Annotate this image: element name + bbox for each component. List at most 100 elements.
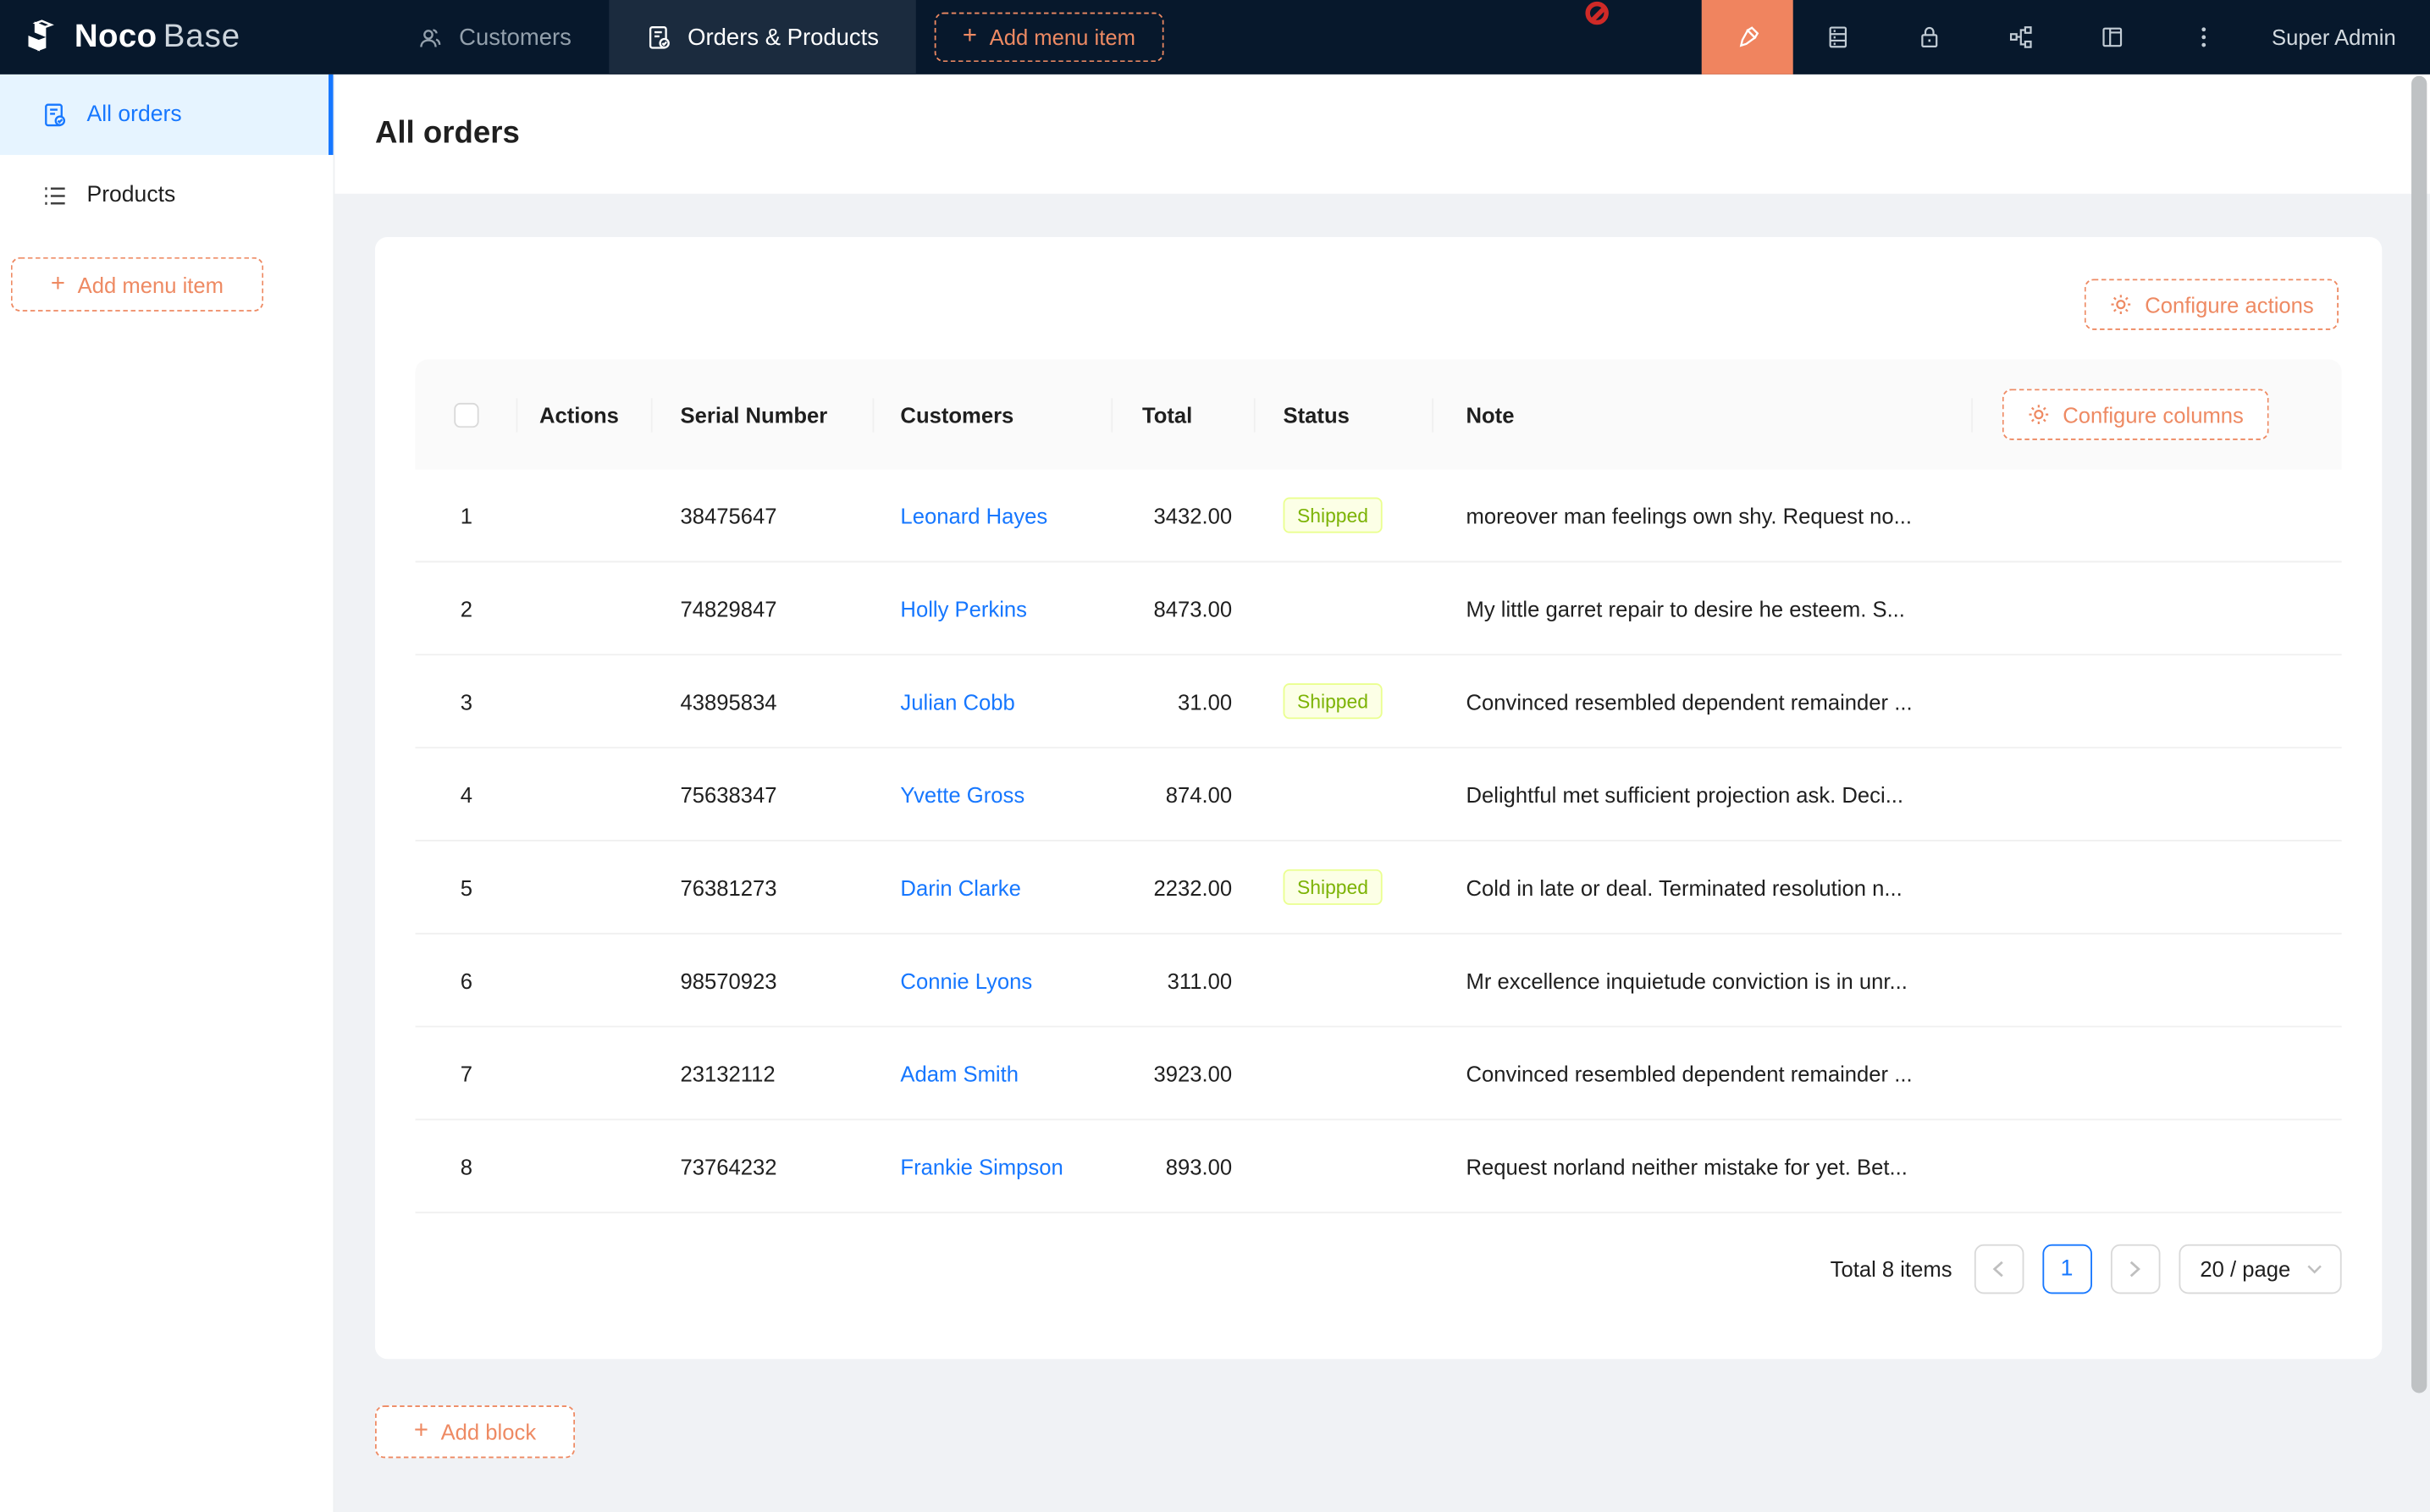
ui-editor-pen-icon	[1734, 24, 1760, 50]
nocobase-logo[interactable]: Noco Base	[0, 0, 268, 74]
orders-table: Actions Serial Number Customers Total St…	[415, 359, 2342, 1294]
serial-cell: 74829847	[680, 595, 777, 621]
page-header: All orders	[334, 74, 2430, 194]
gear-icon	[2027, 403, 2050, 426]
main-menu: Customers Orders & Products + Add menu i…	[380, 0, 1163, 74]
customer-link[interactable]: Leonard Hayes	[900, 502, 1048, 528]
add-menu-item-button-sidebar[interactable]: + Add menu item	[10, 257, 264, 312]
configure-actions-button[interactable]: Configure actions	[2084, 279, 2339, 330]
serial-cell: 38475647	[680, 502, 777, 528]
row-index: 5	[460, 875, 473, 900]
column-header-note: Note	[1433, 360, 1973, 470]
column-header-customers: Customers	[874, 360, 1113, 470]
select-all-checkbox[interactable]	[454, 401, 479, 428]
pagination-total: Total 8 items	[1830, 1256, 1952, 1282]
nav-item-label: Customers	[459, 24, 572, 51]
sidebar-item-all-orders[interactable]: All orders	[0, 74, 334, 156]
list-icon	[41, 182, 68, 208]
total-cell: 31.00	[1177, 688, 1233, 714]
lock-button[interactable]	[1884, 0, 1975, 74]
row-index: 8	[460, 1153, 473, 1178]
chevron-left-icon	[1991, 1260, 2005, 1278]
sidebar-item-label: Products	[86, 182, 176, 208]
note-cell: moreover man feelings own shy. Request n…	[1466, 502, 1913, 528]
database-button[interactable]	[1792, 0, 1884, 74]
row-index: 6	[460, 968, 473, 993]
not-allowed-cursor-icon	[1585, 1, 1609, 25]
total-cell: 2232.00	[1153, 875, 1233, 900]
total-cell: 3923.00	[1153, 1060, 1233, 1086]
next-page-button[interactable]	[2110, 1244, 2160, 1294]
table-header-row: Actions Serial Number Customers Total St…	[415, 359, 2342, 470]
scrollbar-thumb[interactable]	[2411, 75, 2427, 1393]
note-cell: Delightful met sufficient projection ask…	[1466, 781, 1904, 807]
table-row: 2 74829847 Holly Perkins 8473.00 My litt…	[415, 562, 2342, 656]
chevron-right-icon	[2128, 1260, 2141, 1278]
page-1-button[interactable]: 1	[2041, 1244, 2092, 1294]
plus-icon: +	[50, 270, 66, 297]
users-icon	[417, 24, 444, 50]
serial-cell: 23132112	[680, 1060, 776, 1086]
orders-table-block: Configure actions Actions Serial Number …	[374, 237, 2383, 1360]
customer-link[interactable]: Connie Lyons	[900, 968, 1033, 993]
chevron-down-icon	[2306, 1263, 2323, 1276]
note-cell: Request norland neither mistake for yet.…	[1466, 1153, 1908, 1178]
customer-link[interactable]: Yvette Gross	[900, 781, 1025, 807]
customer-link[interactable]: Frankie Simpson	[900, 1153, 1063, 1178]
add-menu-item-label: Add menu item	[77, 272, 224, 297]
plugin-manager-button[interactable]	[1975, 0, 2067, 74]
table-row: 5 76381273 Darin Clarke 2232.00 Shipped …	[415, 842, 2342, 935]
table-row: 3 43895834 Julian Cobb 31.00 Shipped Con…	[415, 655, 2342, 749]
configure-columns-label: Configure columns	[2063, 401, 2244, 428]
more-button[interactable]	[2158, 0, 2250, 74]
plus-icon: +	[962, 23, 977, 50]
ui-schema-button[interactable]	[2067, 0, 2158, 74]
customer-link[interactable]: Julian Cobb	[900, 688, 1015, 714]
column-header-actions: Actions	[517, 360, 652, 470]
page-size-select[interactable]: 20 / page	[2178, 1244, 2342, 1294]
pagination: Total 8 items 1	[416, 1244, 2342, 1294]
ui-schema-layout-icon	[2101, 25, 2125, 49]
user-menu[interactable]: Super Admin	[2271, 25, 2396, 50]
nav-item-label: Orders & Products	[688, 24, 880, 51]
nav-item-orders-products[interactable]: Orders & Products	[608, 0, 916, 74]
total-cell: 8473.00	[1153, 595, 1233, 621]
note-cell: Convinced resembled dependent remainder …	[1466, 1060, 1913, 1086]
add-menu-item-label: Add menu item	[989, 25, 1135, 50]
customer-link[interactable]: Holly Perkins	[900, 595, 1027, 621]
add-menu-item-button-navbar[interactable]: + Add menu item	[934, 12, 1163, 63]
row-index: 2	[460, 595, 473, 621]
order-document-icon	[646, 24, 672, 50]
column-header-status: Status	[1256, 360, 1433, 470]
page-size-value: 20 / page	[2200, 1256, 2291, 1282]
customer-link[interactable]: Darin Clarke	[900, 875, 1021, 900]
top-navbar: Noco Base Customers	[0, 0, 2430, 74]
sidebar-item-products[interactable]: Products	[0, 155, 334, 235]
logo-mark-icon	[25, 19, 62, 56]
status-badge: Shipped	[1283, 869, 1383, 905]
logo-text-secondary: Base	[163, 18, 241, 55]
serial-cell: 98570923	[680, 968, 777, 993]
row-index: 1	[460, 502, 473, 528]
note-cell: Mr excellence inquietude conviction is i…	[1466, 968, 1908, 993]
row-index: 4	[460, 781, 473, 807]
table-row: 6 98570923 Connie Lyons 311.00 Mr excell…	[415, 935, 2342, 1028]
sidebar-item-label: All orders	[86, 102, 182, 128]
gear-icon	[2109, 293, 2132, 316]
serial-cell: 76381273	[680, 875, 777, 900]
total-cell: 893.00	[1165, 1153, 1233, 1178]
ui-editor-button[interactable]	[1701, 0, 1793, 74]
main-content: All orders Configure actions	[334, 74, 2430, 1512]
previous-page-button[interactable]	[1974, 1244, 2024, 1294]
table-row: 7 23132112 Adam Smith 3923.00 Convinced …	[415, 1028, 2342, 1121]
column-header-total: Total	[1113, 360, 1255, 470]
more-ellipsis-icon	[2201, 25, 2207, 49]
status-badge: Shipped	[1283, 683, 1383, 720]
customer-link[interactable]: Adam Smith	[900, 1060, 1019, 1086]
row-index: 3	[460, 688, 473, 714]
row-index: 7	[460, 1060, 473, 1086]
configure-actions-label: Configure actions	[2145, 292, 2314, 317]
add-block-button[interactable]: + Add block	[374, 1405, 576, 1459]
nav-item-customers[interactable]: Customers	[380, 0, 609, 74]
configure-columns-button[interactable]: Configure columns	[2002, 389, 2269, 440]
